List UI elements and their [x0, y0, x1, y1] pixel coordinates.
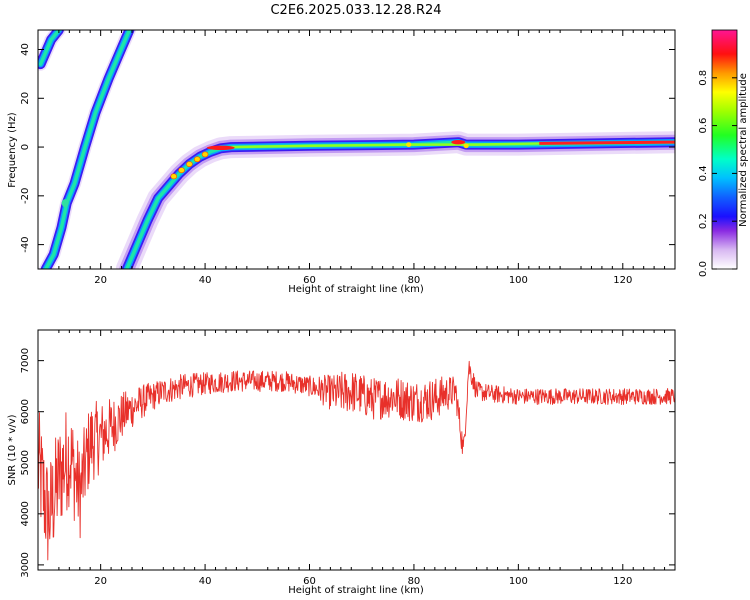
- hot-spot: [451, 139, 466, 145]
- y-tick-label: 6000: [20, 399, 31, 424]
- snr-y-label: SNR (10 * v/v): [7, 414, 18, 485]
- colorbar-ticks: 0.0 0.2 0.4 0.6 0.8: [698, 70, 737, 277]
- y-tick-label: -40: [20, 236, 31, 252]
- x-tick-label: 60: [303, 275, 316, 286]
- y-tick-label: 7000: [20, 348, 31, 373]
- y-tick-label: 40: [20, 43, 31, 56]
- y-tick-label: 3000: [20, 552, 31, 577]
- x-tick-label: 100: [509, 576, 528, 587]
- y-tick-label: -20: [20, 188, 31, 204]
- x-tick-label: 100: [509, 275, 528, 286]
- spectrogram-frame: [37, 29, 676, 270]
- x-tick-label: 120: [613, 275, 632, 286]
- figure-title: C2E6.2025.033.12.28.R24: [270, 3, 441, 18]
- spectrogram-axes: 20 40 60 80 100 120 -40 -20 0 20 40: [20, 30, 675, 286]
- x-tick-label: 60: [303, 576, 316, 587]
- band-hot-segment: [539, 140, 675, 145]
- x-tick-label: 20: [94, 576, 107, 587]
- spectrogram-ridges: [38, 30, 675, 269]
- ridge-0-layer: [38, 30, 61, 66]
- ridge-blob: [406, 142, 412, 148]
- y-tick-label: 4000: [20, 501, 31, 526]
- ridge-blob: [201, 151, 209, 158]
- x-tick-label: 80: [408, 275, 421, 286]
- snr-plot-area: [38, 330, 675, 570]
- y-tick-label: 5000: [20, 450, 31, 475]
- colorbar-tick-label: 0.2: [698, 213, 709, 229]
- snr-axes: 20 40 60 80 100 120 3000 4000 5000 6000 7000: [20, 330, 675, 587]
- y-tick-label: 20: [20, 92, 31, 105]
- x-tick-label: 120: [613, 576, 632, 587]
- y-tick-label: 0: [20, 144, 31, 150]
- colorbar-tick-label: 0.6: [698, 118, 709, 134]
- colorbar-tick-label: 0.0: [698, 261, 709, 277]
- x-tick-label: 20: [94, 275, 107, 286]
- snr-panel: 20 40 60 80 100 120 3000 4000 5000 6000 7000 Heigh…: [7, 329, 676, 596]
- spectrogram-panel: 20 40 60 80 100 120 -40 -20 0 20 40 Height of stra…: [7, 29, 676, 295]
- x-tick-label: 40: [199, 275, 212, 286]
- ridge-blob: [186, 161, 193, 168]
- snr-x-label: Height of straight line (km): [288, 585, 424, 596]
- snr-series-line: [38, 360, 675, 561]
- hot-spot: [206, 145, 235, 150]
- colorbar: 0.0 0.2 0.4 0.6 0.8 Normalized spectral ampl…: [698, 29, 749, 277]
- ridge-blob: [463, 143, 469, 149]
- ridge-blob: [170, 173, 178, 180]
- colorbar-tick-label: 0.4: [698, 165, 709, 181]
- x-tick-label: 80: [408, 576, 421, 587]
- ridge-blob: [61, 199, 69, 208]
- ridge-blob: [178, 167, 185, 174]
- snr-frame: [37, 329, 676, 571]
- ridge-blob: [193, 156, 201, 163]
- spectrogram-y-label: Frequency (Hz): [7, 112, 18, 188]
- colorbar-label: Normalized spectral amplitude: [738, 73, 749, 227]
- colorbar-gradient: [711, 29, 738, 270]
- ridge-1-layer: [44, 30, 132, 269]
- spectrogram-x-label: Height of straight line (km): [288, 284, 424, 295]
- colorbar-tick-label: 0.8: [698, 70, 709, 86]
- x-tick-label: 40: [199, 576, 212, 587]
